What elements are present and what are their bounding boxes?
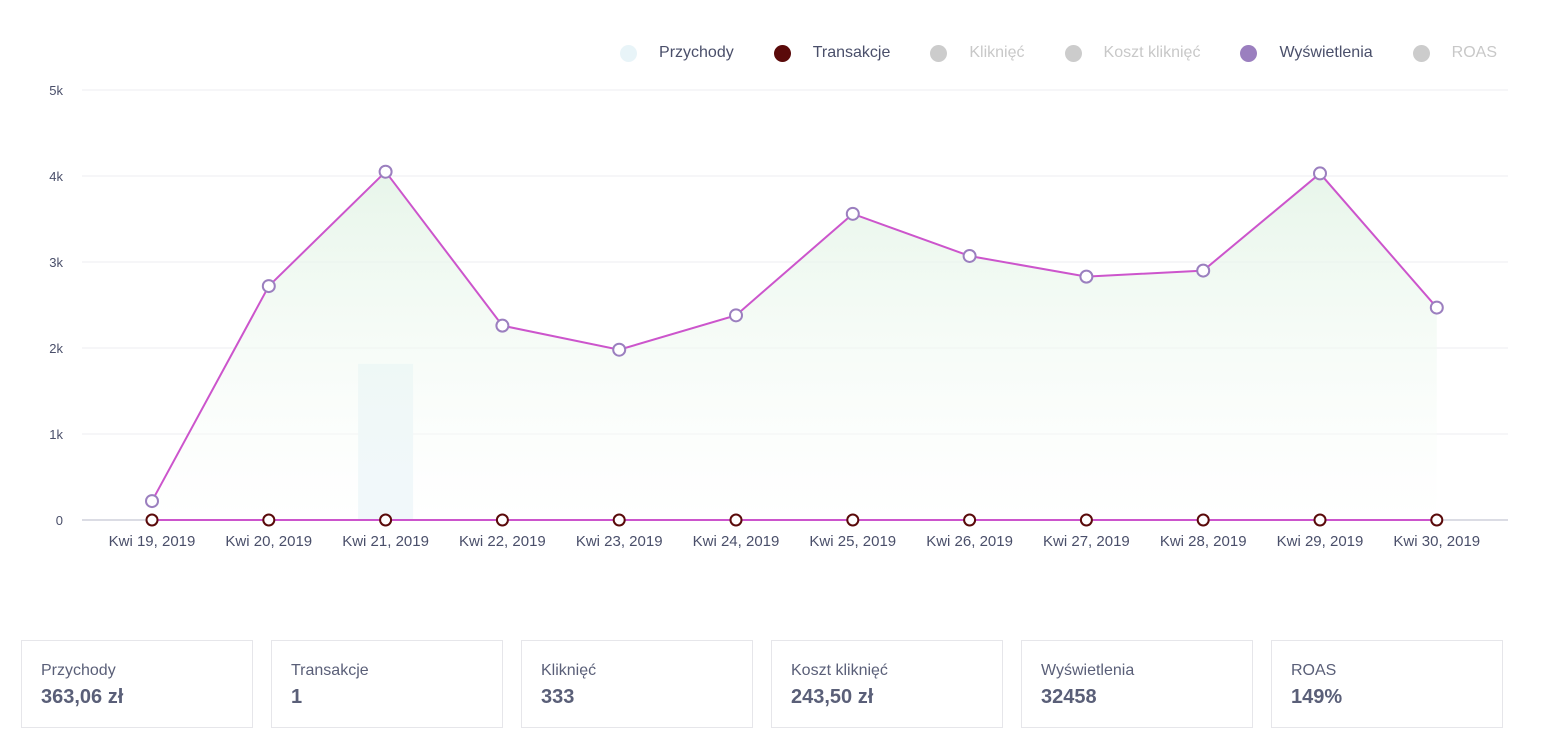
impressions-point: [845, 206, 860, 221]
impressions-point: [495, 318, 510, 333]
legend-dot-icon: [1064, 44, 1082, 62]
card-label: Wyświetlenia: [1041, 662, 1135, 679]
impressions-point: [1429, 300, 1444, 315]
legend-item-roas[interactable]: ROAS: [1412, 44, 1497, 62]
y-tick-label: 1k: [49, 427, 63, 442]
x-tick-label: Kwi 20, 2019: [225, 533, 312, 550]
summary-card-koszt-klikniec: Koszt kliknięć 243,50 zł: [771, 640, 1003, 728]
card-label: Koszt kliknięć: [791, 662, 888, 679]
card-value: 32458: [1041, 686, 1097, 708]
card-value: 363,06 zł: [41, 686, 124, 708]
impressions-point: [145, 494, 159, 509]
legend: Przychody Transakcje Kliknięć Koszt klik…: [620, 40, 1497, 66]
summary-card-przychody: Przychody 363,06 zł: [21, 640, 253, 728]
x-tick-label: Kwi 21, 2019: [342, 533, 429, 550]
transactions-point: [495, 513, 509, 527]
legend-item-transakcje[interactable]: Transakcje: [773, 44, 891, 62]
legend-item-klikniec[interactable]: Kliknięć: [930, 44, 1025, 62]
legend-dot-icon: [773, 44, 791, 62]
legend-dot-icon: [930, 44, 948, 62]
impressions-point: [729, 308, 743, 323]
y-tick-label: 0: [56, 513, 63, 528]
transactions-point: [379, 513, 393, 527]
x-tick-label: Kwi 22, 2019: [459, 533, 546, 550]
y-tick-label: 2k: [49, 341, 63, 356]
transactions-point: [1313, 513, 1327, 527]
series-lines: [151, 170, 1438, 521]
impressions-point: [962, 248, 977, 263]
transactions-point: [729, 513, 743, 527]
transactions-point: [963, 513, 977, 527]
summary-card-roas: ROAS 149%: [1271, 640, 1503, 728]
card-value: 1: [291, 686, 303, 708]
transactions-point: [612, 513, 626, 527]
impressions-point: [1313, 166, 1327, 181]
impressions-line: [151, 170, 1438, 502]
legend-label: ROAS: [1451, 44, 1497, 61]
x-tick-label: Kwi 23, 2019: [576, 533, 663, 550]
card-value: 243,50 zł: [791, 686, 874, 708]
card-value: 333: [541, 686, 575, 708]
y-tick-label: 3k: [49, 255, 63, 270]
card-label: Przychody: [41, 662, 116, 679]
transactions-point: [1079, 513, 1093, 527]
x-tick-label: Kwi 24, 2019: [693, 533, 780, 550]
y-tick-label: 5k: [49, 83, 63, 98]
series-points: [145, 164, 1444, 527]
legend-label: Koszt kliknięć: [1103, 44, 1201, 61]
card-label: ROAS: [1291, 662, 1337, 679]
x-tick-label: Kwi 27, 2019: [1043, 533, 1130, 550]
impressions-area: [152, 171, 1437, 520]
x-tick-label: Kwi 19, 2019: [109, 533, 196, 550]
impressions-point: [1079, 269, 1094, 284]
legend-dot-icon: [620, 44, 638, 62]
card-label: Kliknięć: [541, 662, 597, 679]
legend-dot-icon: [1240, 44, 1258, 62]
transactions-point: [262, 513, 276, 527]
x-tick-label: Kwi 26, 2019: [926, 533, 1013, 550]
summary-card-wyswietlenia: Wyświetlenia 32458: [1021, 640, 1253, 728]
card-label: Transakcje: [291, 662, 369, 679]
impressions-point: [1196, 263, 1211, 278]
line-chart: 0 1k 2k 3k 4k 5k Kwi 19, 2019 Kwi 20, 2019 Kwi 2…: [49, 83, 1508, 550]
x-tick-label: Kwi 29, 2019: [1277, 533, 1364, 550]
legend-dot-icon: [1412, 44, 1430, 62]
legend-label: Wyświetlenia: [1279, 44, 1373, 61]
legend-item-koszt-klikniec[interactable]: Koszt kliknięć: [1064, 44, 1201, 62]
x-tick-label: Kwi 28, 2019: [1160, 533, 1247, 550]
transactions-point: [1196, 513, 1210, 527]
card-value: 149%: [1291, 686, 1343, 708]
x-tick-label: Kwi 30, 2019: [1393, 533, 1480, 550]
legend-label: Kliknięć: [969, 44, 1025, 61]
impressions-point: [378, 164, 393, 179]
impressions-point: [261, 279, 276, 294]
impressions-area-fill: [152, 171, 1437, 520]
summary-cards: Przychody 363,06 zł Transakcje 1 Kliknię…: [21, 640, 1503, 728]
x-tick-label: Kwi 25, 2019: [809, 533, 896, 550]
summary-card-klikniec: Kliknięć 333: [521, 640, 753, 728]
transactions-point: [846, 513, 860, 527]
legend-item-wyswietlenia[interactable]: Wyświetlenia: [1240, 44, 1373, 62]
legend-item-przychody[interactable]: Przychody: [620, 44, 734, 62]
transactions-point: [145, 513, 159, 527]
impressions-point: [612, 342, 627, 357]
legend-label: Transakcje: [812, 44, 891, 61]
y-tick-label: 4k: [49, 169, 63, 184]
summary-card-transakcje: Transakcje 1: [271, 640, 503, 728]
legend-label: Przychody: [659, 44, 734, 61]
transactions-point: [1430, 513, 1444, 527]
